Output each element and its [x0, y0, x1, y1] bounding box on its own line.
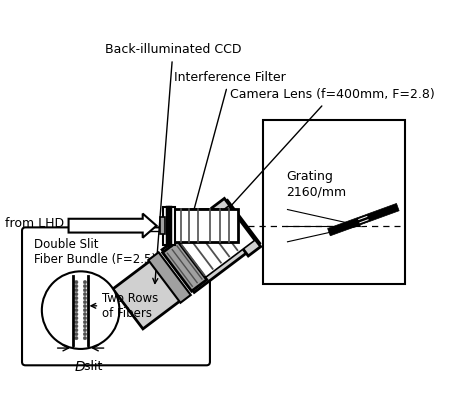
Text: D: D — [74, 360, 85, 374]
Circle shape — [83, 316, 87, 320]
Circle shape — [74, 296, 78, 300]
Circle shape — [83, 304, 87, 308]
Bar — [262, 120, 405, 284]
Circle shape — [74, 328, 78, 332]
Circle shape — [74, 308, 78, 312]
Circle shape — [83, 328, 87, 332]
Circle shape — [42, 271, 119, 349]
Circle shape — [83, 324, 87, 328]
Circle shape — [74, 292, 78, 296]
Text: Grating
2160/mm: Grating 2160/mm — [286, 170, 346, 198]
Polygon shape — [69, 214, 157, 238]
Circle shape — [74, 304, 78, 308]
Circle shape — [83, 336, 87, 340]
Circle shape — [74, 284, 78, 288]
Circle shape — [83, 288, 87, 292]
Bar — [148, 252, 191, 303]
Circle shape — [83, 332, 87, 336]
Bar — [174, 209, 238, 242]
Circle shape — [74, 324, 78, 328]
FancyBboxPatch shape — [22, 227, 210, 365]
Text: from LHD: from LHD — [5, 217, 64, 231]
Bar — [191, 236, 221, 242]
Circle shape — [74, 332, 78, 336]
Bar — [160, 217, 165, 234]
Text: Back-illuminated CCD: Back-illuminated CCD — [105, 43, 241, 284]
Bar — [191, 209, 221, 215]
Circle shape — [74, 280, 78, 284]
Text: Two Rows
of Fibers: Two Rows of Fibers — [91, 292, 158, 320]
Bar — [212, 198, 261, 256]
Circle shape — [83, 312, 87, 316]
Circle shape — [83, 280, 87, 284]
Bar — [163, 241, 207, 291]
Text: Camera Lens (f=400mm, F=2.8): Camera Lens (f=400mm, F=2.8) — [210, 88, 434, 229]
Bar — [162, 200, 260, 292]
Circle shape — [83, 284, 87, 288]
Text: Double Slit
Fiber Bundle (F=2.5): Double Slit Fiber Bundle (F=2.5) — [34, 238, 156, 266]
Circle shape — [83, 296, 87, 300]
Bar — [163, 207, 175, 245]
Circle shape — [74, 316, 78, 320]
Circle shape — [74, 288, 78, 292]
Text: slit: slit — [80, 360, 102, 373]
Bar — [170, 206, 254, 285]
Circle shape — [83, 320, 87, 324]
Circle shape — [74, 320, 78, 324]
Bar — [328, 203, 399, 236]
Bar — [113, 255, 188, 329]
Circle shape — [83, 292, 87, 296]
Circle shape — [74, 336, 78, 340]
Circle shape — [74, 312, 78, 316]
Circle shape — [83, 308, 87, 312]
Text: Interference Filter: Interference Filter — [174, 71, 286, 247]
Circle shape — [74, 300, 78, 304]
Circle shape — [83, 300, 87, 304]
